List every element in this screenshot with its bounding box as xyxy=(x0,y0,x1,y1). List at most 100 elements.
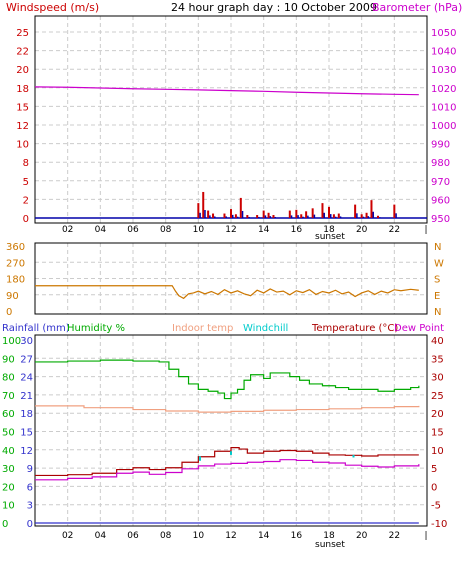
windspeed-bar xyxy=(223,213,226,218)
temperature-tick: -10 xyxy=(431,519,447,530)
humidity-tick: 90 xyxy=(2,354,15,365)
barometer-tick-labels: 1050 1040 1030 1020 1010 1000 990 980 970 960 950 xyxy=(431,28,456,225)
temp-panel-gridlines xyxy=(35,335,427,526)
windspeed-avg-bar xyxy=(313,214,316,218)
windspeed-tick: 8 xyxy=(23,158,29,169)
time-tick: 12 xyxy=(225,225,236,235)
windspeed-avg-bar xyxy=(264,215,267,218)
windspeed-bar xyxy=(321,203,324,218)
rainfall-tick: 6 xyxy=(27,482,33,493)
wind-panel-time-labels: 02 04 06 08 10 12 14 16 18 20 22 | xyxy=(62,225,428,235)
windspeed-avg-bar xyxy=(248,216,250,218)
wind-panel-gridlines xyxy=(35,16,427,223)
windspeed-tick: 10 xyxy=(16,140,29,151)
windchill-label: Windchill xyxy=(243,323,288,334)
windspeed-bar xyxy=(272,215,275,218)
barometer-tick: 980 xyxy=(431,158,450,169)
rainfall-tick: 9 xyxy=(27,464,33,475)
dew-point-line xyxy=(35,459,420,481)
windspeed-bar xyxy=(300,214,303,218)
humidity-tick: 60 xyxy=(2,409,15,420)
windspeed-bar xyxy=(295,209,298,218)
windspeed-avg-bar xyxy=(214,216,216,218)
rainfall-tick: 21 xyxy=(20,391,33,402)
humidity-line xyxy=(35,359,420,400)
rainfall-tick: 3 xyxy=(27,501,33,512)
humidity-tick: 30 xyxy=(2,464,15,475)
rainfall-tick: 12 xyxy=(20,446,33,457)
windspeed-bar xyxy=(377,215,379,218)
time-tick: 16 xyxy=(291,225,303,235)
time-tick: 06 xyxy=(127,531,139,541)
windspeed-bar xyxy=(337,213,340,218)
windspeed-tick: 0 xyxy=(23,214,29,225)
direction-degree-tick: 360 xyxy=(6,242,25,253)
windspeed-avg-bar xyxy=(307,215,309,218)
barometer-tick: 1020 xyxy=(431,84,456,95)
indoor-temp-label: Indoor temp xyxy=(172,323,233,334)
windspeed-avg-bar xyxy=(225,216,227,218)
rainfall-tick: 0 xyxy=(27,519,33,530)
humidity-tick: 100 xyxy=(2,336,21,347)
direction-compass-tick: W xyxy=(434,258,444,269)
barometer-axis-label: Barometer (hPa) xyxy=(372,1,462,14)
windspeed-bar xyxy=(197,203,200,218)
barometer-tick: 950 xyxy=(431,214,450,225)
barometer-tick: 970 xyxy=(431,177,450,188)
temperature-tick: 30 xyxy=(431,373,444,384)
barometer-tick: 1010 xyxy=(431,102,456,113)
time-tick: 22 xyxy=(389,531,400,541)
time-tick: 12 xyxy=(225,531,236,541)
windspeed-avg-bar xyxy=(367,216,370,218)
time-tick: 16 xyxy=(291,531,303,541)
direction-degree-tick: 180 xyxy=(6,275,25,286)
time-tick: 18 xyxy=(323,225,335,235)
windspeed-tick: 15 xyxy=(16,102,29,113)
temperature-tick: 5 xyxy=(431,464,437,475)
windspeed-tick: 22 xyxy=(16,47,29,58)
rainfall-axis-label: Rainfall (mm) xyxy=(2,323,70,334)
windspeed-bar xyxy=(328,206,330,218)
direction-compass-tick: E xyxy=(434,291,440,302)
windspeed-avg-bar xyxy=(302,216,304,218)
direction-compass-tick: N xyxy=(434,307,441,318)
humidity-tick: 40 xyxy=(2,446,15,457)
windspeed-tick: 25 xyxy=(16,28,29,39)
temperature-tick: 0 xyxy=(431,482,437,493)
windspeed-bar xyxy=(305,211,308,218)
windspeed-bar xyxy=(262,210,265,218)
barometer-tick: 1040 xyxy=(431,47,456,58)
windspeed-avg-bar xyxy=(297,215,299,218)
windspeed-avg-bar xyxy=(241,210,244,218)
time-tick: 08 xyxy=(160,225,172,235)
time-tick: 02 xyxy=(62,225,73,235)
windspeed-bar xyxy=(230,209,232,218)
direction-degree-tick: 90 xyxy=(6,291,19,302)
humidity-tick: 20 xyxy=(2,482,15,493)
time-tick-end: | xyxy=(424,225,427,235)
windspeed-bar xyxy=(354,204,357,218)
time-tick: 06 xyxy=(127,225,139,235)
direction-degree-labels: 360 270 180 90 0 xyxy=(6,242,25,318)
temperature-axis-label: Temperature (°C) xyxy=(311,323,398,334)
humidity-tick: 80 xyxy=(2,373,15,384)
barometer-tick: 990 xyxy=(431,140,450,151)
temperature-tick: 40 xyxy=(431,336,444,347)
windspeed-bar xyxy=(256,215,259,218)
windspeed-tick: 18 xyxy=(16,84,29,95)
time-tick: 10 xyxy=(193,531,205,541)
graph-title: 24 hour graph day : 10 October 2009 xyxy=(171,1,377,14)
windspeed-avg-bar xyxy=(362,216,365,218)
windspeed-tick: 2 xyxy=(23,195,29,206)
windspeed-avg-bar xyxy=(204,210,206,218)
direction-degree-tick: 0 xyxy=(6,307,12,318)
windspeed-bar xyxy=(246,215,249,218)
windspeed-tick: 12 xyxy=(16,121,29,132)
